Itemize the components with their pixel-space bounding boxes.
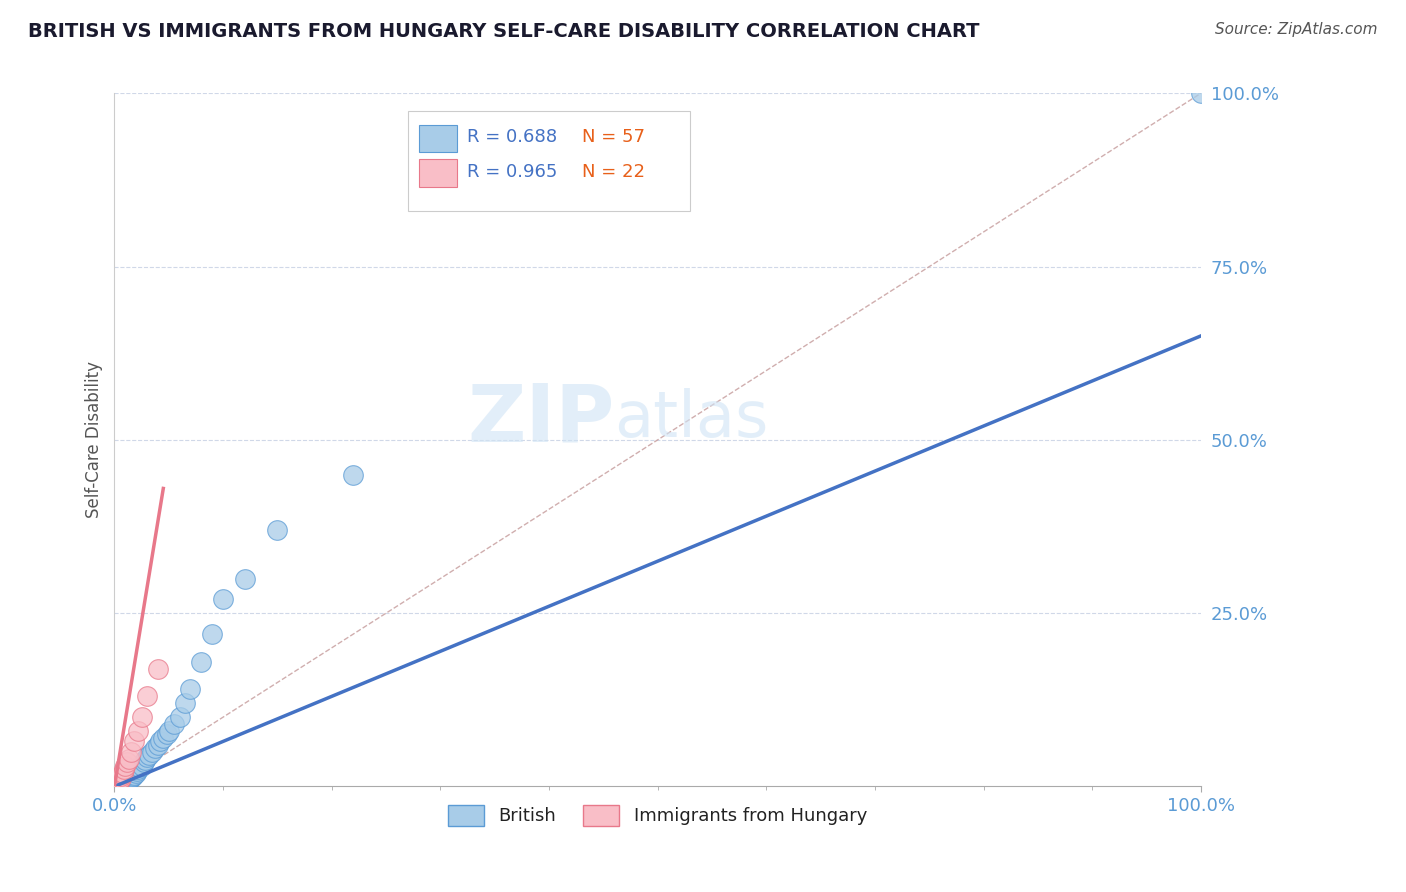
Point — [108, 777, 131, 791]
Point — [131, 710, 153, 724]
Point — [122, 734, 145, 748]
Point — [127, 724, 149, 739]
Point — [117, 756, 139, 770]
Point — [117, 773, 139, 788]
FancyBboxPatch shape — [419, 159, 457, 187]
Point — [112, 777, 135, 791]
Point — [104, 777, 127, 791]
Point — [146, 738, 169, 752]
Point — [110, 777, 132, 791]
Point — [122, 769, 145, 783]
Point — [103, 780, 125, 794]
Point — [105, 775, 128, 789]
Point — [105, 777, 128, 791]
Point — [1189, 87, 1212, 101]
Point — [141, 745, 163, 759]
Point — [143, 741, 166, 756]
Point — [105, 778, 128, 792]
Point — [174, 696, 197, 710]
Point — [117, 772, 139, 787]
Point — [105, 779, 128, 793]
Point — [110, 769, 132, 783]
Text: N = 22: N = 22 — [582, 162, 644, 181]
Point — [121, 771, 143, 785]
Point — [105, 777, 128, 791]
Text: atlas: atlas — [614, 388, 769, 450]
Point — [107, 773, 129, 788]
Point — [108, 772, 131, 787]
Point — [107, 777, 129, 791]
Point — [266, 523, 288, 537]
Point — [112, 765, 135, 780]
Text: Source: ZipAtlas.com: Source: ZipAtlas.com — [1215, 22, 1378, 37]
Point — [138, 748, 160, 763]
Text: ZIP: ZIP — [467, 380, 614, 458]
Point — [117, 752, 139, 766]
Point — [114, 758, 136, 772]
Point — [110, 771, 132, 785]
Point — [342, 467, 364, 482]
Point — [111, 777, 134, 791]
Point — [110, 777, 132, 791]
Point — [107, 779, 129, 793]
Point — [136, 690, 159, 704]
Point — [146, 662, 169, 676]
FancyBboxPatch shape — [408, 111, 690, 211]
Point — [201, 627, 224, 641]
Point — [115, 773, 138, 788]
Point — [136, 750, 159, 764]
Point — [131, 758, 153, 772]
Point — [107, 778, 129, 792]
Point — [233, 572, 256, 586]
Point — [120, 745, 142, 759]
Point — [212, 592, 235, 607]
FancyBboxPatch shape — [419, 125, 457, 153]
Point — [111, 776, 134, 790]
Text: R = 0.965: R = 0.965 — [467, 162, 558, 181]
Point — [104, 778, 127, 792]
Point — [134, 753, 156, 767]
Point — [190, 655, 212, 669]
Point — [107, 779, 129, 793]
Y-axis label: Self-Care Disability: Self-Care Disability — [86, 361, 103, 518]
Point — [149, 734, 172, 748]
Text: BRITISH VS IMMIGRANTS FROM HUNGARY SELF-CARE DISABILITY CORRELATION CHART: BRITISH VS IMMIGRANTS FROM HUNGARY SELF-… — [28, 22, 980, 41]
Point — [108, 777, 131, 791]
Point — [127, 762, 149, 776]
Point — [132, 756, 155, 770]
Point — [157, 724, 180, 739]
Point — [112, 776, 135, 790]
Point — [128, 760, 150, 774]
Point — [127, 764, 149, 779]
Point — [107, 777, 129, 791]
Point — [169, 710, 191, 724]
Point — [104, 779, 127, 793]
Point — [122, 768, 145, 782]
Point — [163, 717, 186, 731]
Point — [179, 682, 201, 697]
Text: N = 57: N = 57 — [582, 128, 644, 146]
Point — [107, 778, 129, 792]
Point — [107, 773, 129, 788]
Point — [114, 774, 136, 789]
Point — [155, 727, 177, 741]
Point — [125, 765, 148, 780]
Point — [114, 775, 136, 789]
Point — [103, 778, 125, 792]
Point — [152, 731, 174, 745]
Point — [107, 776, 129, 790]
Text: R = 0.688: R = 0.688 — [467, 128, 558, 146]
Point — [108, 778, 131, 792]
Point — [111, 767, 134, 781]
Legend: British, Immigrants from Hungary: British, Immigrants from Hungary — [440, 797, 875, 833]
Point — [120, 771, 142, 785]
Point — [112, 762, 135, 776]
